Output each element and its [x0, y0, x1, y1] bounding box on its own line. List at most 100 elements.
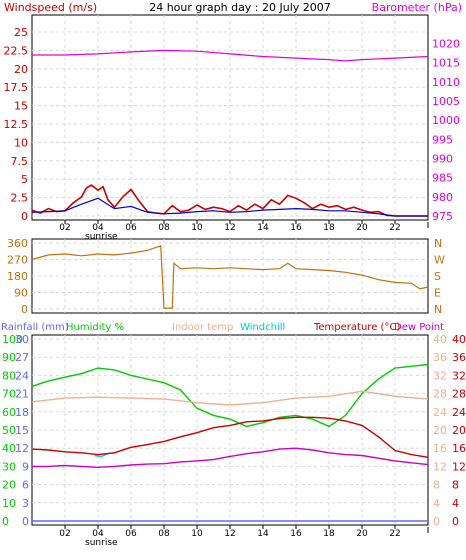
rainfall-tick-label: 0 [22, 515, 29, 528]
humidity-series [31, 363, 429, 428]
barometer-axis: 975 980 985 990 995 1000 1005 1010 1015 1020 [432, 38, 460, 224]
wind-panel-x-axis: 02 04 06 08 10 12 14 16 18 20 22 sunrise [59, 220, 429, 242]
wind-x-tick-label: 12 [224, 223, 235, 233]
windspeed-tick-label: 20 [14, 63, 28, 76]
barometer-tick-label: 1010 [432, 76, 460, 89]
wind-x-tick-label: 22 [389, 223, 400, 233]
legend-temperature: Temperature (°C) [313, 322, 400, 333]
sunrise-label: sunrise [85, 538, 118, 548]
temperature-tick-label: 24 [452, 406, 466, 419]
temperature-tick-label: 8 [452, 479, 459, 492]
sunrise-label: sunrise [85, 232, 118, 242]
humidity-tick-label: 80 [2, 369, 16, 382]
temperature-tick-label: 36 [452, 351, 466, 364]
wind-x-tick-label: 20 [356, 223, 368, 233]
humidity-tick-label: 40 [2, 442, 16, 455]
wind-x-tick-label: 08 [158, 223, 170, 233]
rainfall-tick-label: 6 [22, 479, 29, 492]
humidity-tick-label: 100 [2, 333, 23, 346]
windspeed-axis-title: Windspeed (m/s) [4, 1, 97, 14]
indoor-temp-tick-label: 36 [433, 351, 447, 364]
windspeed-tick-label: 15 [14, 100, 28, 113]
temperature-tick-label: 28 [452, 388, 466, 401]
temperature-x-tick-label: 16 [290, 529, 302, 539]
humidity-tick-label: 10 [2, 497, 16, 510]
windspeed-tick-label: 17.5 [4, 81, 29, 94]
windspeed-tick-label: 2.5 [11, 192, 29, 205]
temperature-series [31, 416, 429, 458]
direction-tick-label: 0 [21, 303, 28, 316]
barometer-series [32, 49, 429, 62]
rainfall-tick-label: 30 [15, 333, 29, 346]
temperature-panel-series [31, 363, 429, 522]
temperature-tick-label: 16 [452, 442, 466, 455]
indoor-temp-tick-label: 28 [433, 388, 447, 401]
barometer-tick-label: 990 [432, 153, 453, 166]
direction-degree-axis: 0 90 180 270 360 [7, 237, 28, 316]
indoor-temp-tick-label: 8 [433, 479, 440, 492]
temperature-panel-x-axis: 02 04 06 08 10 12 14 16 18 20 22 sunrise [59, 525, 429, 548]
temperature-x-tick-label: 10 [191, 529, 203, 539]
wind-panel-series [31, 49, 429, 217]
temperature-tick-label: 20 [452, 424, 466, 437]
legend-rainfall: Rainfall (mm) [1, 322, 69, 333]
windspeed-tick-label: 25 [14, 26, 28, 39]
barometer-tick-label: 1015 [432, 57, 460, 70]
barometer-tick-label: 995 [432, 133, 453, 146]
temperature-tick-label: 0 [452, 515, 459, 528]
humidity-tick-label: 90 [2, 351, 16, 364]
barometer-tick-label: 1020 [432, 38, 460, 51]
rainfall-tick-label: 18 [15, 406, 29, 419]
compass-tick-label: E [434, 287, 441, 300]
direction-tick-label: 90 [14, 287, 28, 300]
wind-x-tick-label: 16 [290, 223, 302, 233]
rainfall-tick-label: 15 [15, 424, 29, 437]
wind-average-series [31, 197, 428, 217]
barometer-tick-label: 975 [432, 210, 453, 223]
legend-indoor-temp: Indoor temp [172, 322, 233, 333]
barometer-tick-label: 1000 [432, 114, 460, 127]
rainfall-tick-label: 21 [15, 388, 29, 401]
temperature-panel-legend: Rainfall (mm)Humidity % Indoor temp Windch… [1, 322, 444, 333]
windspeed-tick-label: 22.5 [4, 44, 29, 57]
rainfall-tick-label: 3 [22, 497, 29, 510]
rainfall-tick-label: 12 [15, 442, 29, 455]
temperature-tick-label: 12 [452, 460, 466, 473]
indoor-temp-tick-label: 0 [433, 515, 440, 528]
direction-tick-label: 270 [7, 254, 28, 267]
windspeed-tick-label: 12.5 [4, 118, 29, 131]
humidity-tick-label: 70 [2, 388, 16, 401]
temperature-x-tick-label: 06 [125, 529, 137, 539]
wind-x-tick-label: 06 [125, 223, 137, 233]
humidity-tick-label: 30 [2, 460, 16, 473]
wind-x-tick-label: 18 [323, 223, 335, 233]
page-title: 24 hour graph day : 20 July 2007 [149, 1, 331, 14]
direction-tick-label: 180 [7, 270, 28, 283]
rainfall-tick-label: 9 [22, 460, 29, 473]
compass-tick-label: N [434, 237, 442, 250]
wind-panel-grid [32, 15, 428, 220]
windspeed-series [31, 184, 428, 217]
barometer-tick-label: 985 [432, 172, 453, 185]
direction-panel-grid [32, 239, 428, 313]
temperature-x-tick-label: 08 [158, 529, 170, 539]
windspeed-tick-label: 5 [21, 173, 28, 186]
barometer-axis-title: Barometer (hPa) [372, 1, 462, 14]
temperature-x-tick-label: 02 [59, 529, 70, 539]
temperature-x-tick-label: 12 [224, 529, 235, 539]
indoor-temp-tick-label: 16 [433, 442, 447, 455]
indoor-temp-tick-label: 4 [433, 497, 440, 510]
windspeed-tick-label: 7.5 [11, 155, 29, 168]
compass-tick-label: N [434, 303, 442, 316]
indoor-temp-tick-label: 20 [433, 424, 447, 437]
compass-tick-label: W [434, 254, 445, 267]
wind-x-tick-label: 04 [92, 223, 104, 233]
indoor-temp-tick-label: 40 [433, 333, 447, 346]
temperature-x-tick-label: 18 [323, 529, 335, 539]
windspeed-axis: 0 2.5 5 7.5 10 12.5 15 17.5 20 22.5 25 [4, 26, 29, 223]
direction-panel-series [31, 244, 429, 309]
windspeed-tick-label: 10 [14, 136, 28, 149]
